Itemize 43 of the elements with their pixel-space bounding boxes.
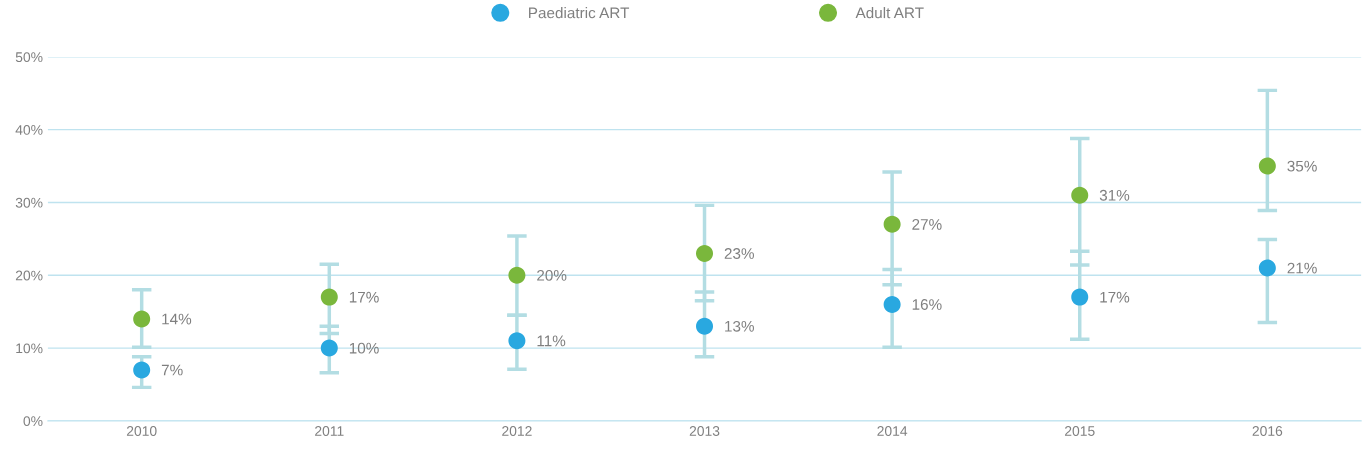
legend-label: Adult ART (855, 7, 924, 19)
y-tick-label: 50% (15, 52, 43, 63)
x-tick-label: 2011 (315, 426, 344, 436)
x-tick-label: 2015 (1064, 426, 1095, 436)
point (133, 310, 151, 328)
data-label: 10% (349, 342, 379, 354)
point (696, 244, 714, 262)
data-label: 21% (1287, 262, 1317, 274)
data-label: 27% (912, 218, 942, 230)
x-tick-label: 2010 (126, 426, 157, 436)
data-label: 14% (162, 313, 192, 325)
legend-label: Paediatric ART (529, 7, 630, 19)
point (508, 332, 526, 350)
point (883, 215, 901, 233)
point (133, 361, 151, 379)
data-label: 16% (912, 299, 942, 310)
x-tick-label: 2016 (1252, 426, 1283, 436)
x-tick-label: 2012 (502, 426, 532, 436)
point (1071, 288, 1089, 306)
y-tick-label: 20% (15, 270, 43, 281)
y-tick-label: 10% (16, 343, 43, 354)
data-label: 23% (724, 248, 754, 259)
point (1258, 259, 1276, 277)
x-tick-label: 2014 (877, 426, 908, 436)
data-label: 35% (1287, 160, 1317, 172)
data-label: 7% (161, 364, 183, 376)
data-label: 20% (537, 269, 567, 281)
y-tick-label: 0% (23, 416, 43, 427)
data-label: 17% (349, 291, 379, 303)
data-label: 11% (537, 335, 566, 347)
point (1071, 186, 1089, 204)
point (320, 339, 338, 357)
data-label: 13% (725, 320, 754, 332)
y-tick-label: 30% (15, 197, 43, 208)
point (320, 288, 338, 306)
point (696, 317, 714, 335)
x-tick-label: 2013 (689, 426, 720, 436)
point (508, 266, 526, 284)
data-label: 31% (1099, 189, 1130, 201)
data-label: 17% (1100, 291, 1130, 303)
point (883, 295, 901, 313)
point (1258, 157, 1276, 175)
y-tick-label: 40% (15, 125, 43, 135)
